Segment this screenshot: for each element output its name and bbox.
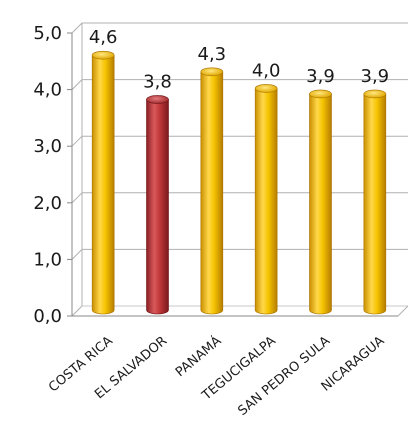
back-wall-edge bbox=[71, 23, 83, 317]
data-label: 3,8 bbox=[143, 71, 172, 92]
data-label: 4,3 bbox=[198, 44, 227, 65]
data-label: 3,9 bbox=[361, 66, 390, 87]
gridline-diagonal bbox=[71, 192, 83, 204]
bar bbox=[363, 89, 387, 315]
data-label: 4,6 bbox=[89, 27, 118, 48]
y-tick-labels: 0,0 1,0 2,0 3,0 4,0 5,0 bbox=[33, 23, 62, 327]
y-tick-label: 3,0 bbox=[33, 136, 62, 157]
bar bbox=[309, 89, 332, 315]
data-label: 4,0 bbox=[252, 60, 281, 81]
y-tick-label: 5,0 bbox=[33, 23, 62, 44]
bar bbox=[254, 84, 278, 315]
bar bbox=[146, 95, 169, 315]
floor-right-edge bbox=[397, 305, 409, 317]
data-labels: 4,6 3,8 4,3 4,0 3,9 3,9 bbox=[89, 27, 389, 92]
y-tick-label: 4,0 bbox=[33, 80, 62, 101]
y-tick-label: 0,0 bbox=[33, 306, 62, 327]
gridline-diagonal bbox=[71, 79, 83, 90]
x-tick-label: SAN PEDRO SULA bbox=[235, 334, 333, 419]
y-tick-label: 1,0 bbox=[33, 249, 62, 270]
x-tick-label: PANAMÁ bbox=[172, 333, 224, 380]
bars bbox=[91, 50, 387, 315]
gridline-diagonal bbox=[71, 249, 83, 260]
bar bbox=[91, 50, 115, 315]
bar bbox=[200, 67, 224, 315]
gridline-diagonal bbox=[71, 22, 83, 34]
grid-layer bbox=[71, 22, 408, 260]
axis-layer bbox=[67, 23, 409, 317]
y-tick-label: 2,0 bbox=[33, 193, 62, 214]
data-label: 3,9 bbox=[306, 66, 335, 87]
gridline-diagonal bbox=[71, 135, 83, 147]
